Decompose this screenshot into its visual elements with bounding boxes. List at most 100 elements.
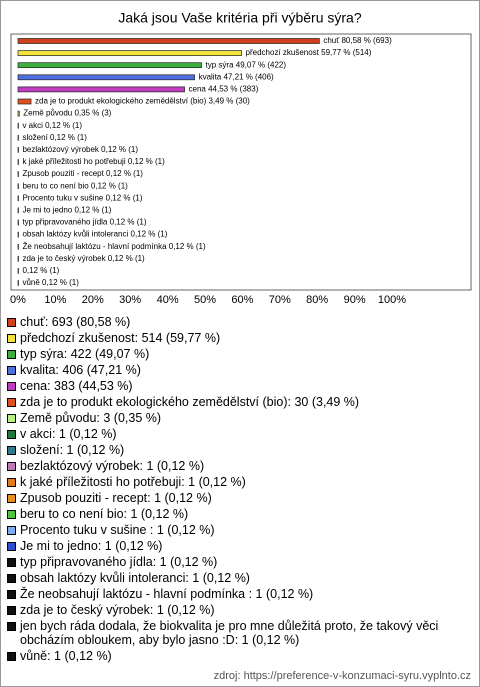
- data-label: bezlaktózový výrobek 0,12 % (1): [22, 145, 138, 154]
- x-tick-label: 50%: [194, 294, 216, 306]
- legend-swatch: [7, 606, 16, 615]
- legend-swatch: [7, 542, 16, 551]
- x-tick-label: 10%: [44, 294, 66, 306]
- x-tick-label: 70%: [269, 294, 291, 306]
- legend-item: bezlaktózový výrobek: 1 (0,12 %): [7, 459, 469, 473]
- x-tick-label: 80%: [306, 294, 328, 306]
- legend-swatch: [7, 350, 16, 359]
- legend-swatch: [7, 622, 16, 631]
- x-tick-label: 40%: [157, 294, 179, 306]
- legend-label: k jaké příležitosti ho potřebuji: 1 (0,1…: [20, 475, 246, 489]
- legend-item: Je mi to jedno: 1 (0,12 %): [7, 539, 469, 553]
- legend-swatch: [7, 398, 16, 407]
- data-label: Procento tuku v sušine 0,12 % (1): [22, 193, 142, 202]
- bar: [17, 110, 20, 117]
- chart-title: Jaká jsou Vaše kritéria při výběru sýra?: [118, 10, 361, 26]
- legend-item: beru to co není bio: 1 (0,12 %): [7, 507, 469, 521]
- legend-label: zda je to produkt ekologického zemědělst…: [20, 395, 360, 409]
- source: zdroj: https://preference-v-konzumaci-sy…: [213, 670, 471, 682]
- data-label: kvalita 47,21 % (406): [199, 72, 274, 81]
- legend-label: Je mi to jedno: 1 (0,12 %): [20, 539, 163, 553]
- legend-swatch: [7, 462, 16, 471]
- legend-swatch: [7, 558, 16, 567]
- x-tick-label: 30%: [119, 294, 141, 306]
- data-label: typ připravovaného jídla 0,12 % (1): [22, 218, 146, 227]
- legend-item: složení: 1 (0,12 %): [7, 443, 469, 457]
- legend-label: typ připravovaného jídla: 1 (0,12 %): [20, 555, 218, 569]
- legend-swatch: [7, 430, 16, 439]
- legend-label: předchozí zkušenost: 514 (59,77 %): [20, 331, 221, 345]
- legend-item: typ sýra: 422 (49,07 %): [7, 347, 469, 361]
- legend-item: vůně: 1 (0,12 %): [7, 649, 469, 663]
- legend-label: Země původu: 3 (0,35 %): [20, 411, 162, 425]
- legend-item: Země původu: 3 (0,35 %): [7, 411, 469, 425]
- bar: [17, 86, 185, 93]
- legend-label: zda je to český výrobek: 1 (0,12 %): [20, 603, 215, 617]
- bar: [17, 50, 242, 56]
- legend-item: jen bych ráda dodala, že biokvalita je p…: [7, 619, 469, 647]
- legend-item: předchozí zkušenost: 514 (59,77 %): [7, 331, 469, 345]
- legend-label: chuť: 693 (80,58 %): [20, 315, 131, 329]
- x-tick-label: 60%: [231, 294, 253, 306]
- legend-label: Že neobsahují laktózu - hlavní podmínka …: [20, 587, 314, 601]
- legend-swatch: [7, 574, 16, 583]
- legend-item: k jaké příležitosti ho potřebuji: 1 (0,1…: [7, 475, 469, 489]
- data-label: v akci 0,12 % (1): [22, 121, 82, 130]
- legend-swatch: [7, 526, 16, 535]
- x-tick-label: 90%: [344, 294, 366, 306]
- legend-label: složení: 1 (0,12 %): [20, 443, 125, 457]
- data-label: k jaké příležitosti ho potřebuji 0,12 % …: [22, 157, 165, 166]
- data-label: obsah laktózy kvůli intoleranci 0,12 % (…: [22, 230, 167, 239]
- legend-label: kvalita: 406 (47,21 %): [20, 363, 141, 377]
- data-label: zda je to český výrobek 0,12 % (1): [22, 254, 145, 263]
- data-label: 0,12 % (1): [22, 266, 59, 275]
- x-tick-label: 20%: [82, 294, 104, 306]
- x-tick-label: 0%: [10, 294, 26, 306]
- legend-item: zda je to produkt ekologického zemědělst…: [7, 395, 469, 409]
- legend-item: v akci: 1 (0,12 %): [7, 427, 469, 441]
- legend-item: chuť: 693 (80,58 %): [7, 315, 469, 329]
- legend-swatch: [7, 590, 16, 599]
- data-label: zda je to produkt ekologického zemědělst…: [35, 97, 250, 106]
- legend-label: bezlaktózový výrobek: 1 (0,12 %): [20, 459, 205, 473]
- legend-item: zda je to český výrobek: 1 (0,12 %): [7, 603, 469, 617]
- legend-label: v akci: 1 (0,12 %): [20, 427, 117, 441]
- plot-frame: [10, 33, 472, 291]
- data-label: složení 0,12 % (1): [22, 133, 87, 142]
- legend-swatch: [7, 334, 16, 343]
- legend-label: obsah laktózy kvůli intoleranci: 1 (0,12…: [20, 571, 250, 585]
- data-label: chuť 80,58 % (693): [323, 36, 392, 45]
- x-tick-label: 100%: [378, 294, 406, 306]
- data-label: beru to co není bio 0,12 % (1): [22, 181, 128, 190]
- legend-item: Procento tuku v sušine : 1 (0,12 %): [7, 523, 469, 537]
- data-label: typ sýra 49,07 % (422): [206, 60, 287, 69]
- legend-label: jen bych ráda dodala, že biokvalita je p…: [20, 619, 439, 647]
- legend-swatch: [7, 478, 16, 487]
- legend-swatch: [7, 382, 16, 391]
- legend-swatch: [7, 510, 16, 519]
- legend-label: Zpusob pouziti - recept: 1 (0,12 %): [20, 491, 212, 505]
- legend-item: Zpusob pouziti - recept: 1 (0,12 %): [7, 491, 469, 505]
- legend-label: Procento tuku v sušine : 1 (0,12 %): [20, 523, 215, 537]
- legend-label: typ sýra: 422 (49,07 %): [20, 347, 150, 361]
- data-label: Je mi to jedno 0,12 % (1): [22, 206, 111, 215]
- bar: [17, 74, 195, 81]
- legend-swatch: [7, 366, 16, 375]
- legend-label: beru to co není bio: 1 (0,12 %): [20, 507, 189, 521]
- legend-item: obsah laktózy kvůli intoleranci: 1 (0,12…: [7, 571, 469, 585]
- bar: [17, 98, 32, 105]
- legend-item: kvalita: 406 (47,21 %): [7, 363, 469, 377]
- legend-label: cena: 383 (44,53 %): [20, 379, 133, 393]
- data-label: Země původu 0,35 % (3): [23, 109, 111, 118]
- legend: chuť: 693 (80,58 %) předchozí zkušenost: …: [7, 315, 469, 665]
- legend-swatch: [7, 652, 16, 661]
- data-label: cena 44,53 % (383): [189, 85, 259, 94]
- legend-item: Že neobsahují laktózu - hlavní podmínka …: [7, 587, 469, 601]
- bar: [17, 62, 202, 69]
- chart: Jaká jsou Vaše kritéria při výběru sýra?…: [10, 10, 472, 306]
- bar: [17, 38, 320, 44]
- data-label: vůně 0,12 % (1): [22, 278, 79, 287]
- legend-item: typ připravovaného jídla: 1 (0,12 %): [7, 555, 469, 569]
- legend-swatch: [7, 318, 16, 327]
